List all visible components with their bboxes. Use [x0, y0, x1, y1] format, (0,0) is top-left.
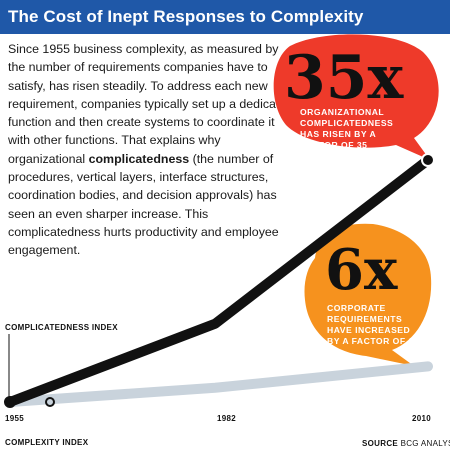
series-line-complexity: [5, 361, 433, 407]
series-label-complicatedness: COMPLICATEDNESS INDEX: [5, 323, 118, 332]
callout-line: REQUIREMENTS: [327, 314, 403, 324]
callout-big-6x: 6x: [325, 237, 398, 303]
marker-layer: [4, 153, 435, 408]
x-tick-label: 1955: [5, 414, 24, 423]
callout-bubbles: [273, 34, 439, 366]
complicatedness-start-marker: [4, 396, 16, 408]
callout-bubble-complexity: [304, 223, 432, 366]
series-label-complexity: COMPLEXITY INDEX: [5, 438, 89, 447]
callout-line: BY A FACTOR OF 6: [327, 336, 414, 346]
complexity-start-marker: [45, 397, 55, 407]
callout-bubble-complicatedness: [273, 34, 439, 160]
callout-line: ORGANIZATIONAL: [300, 107, 385, 117]
series-layer: [5, 156, 433, 407]
callout-line: HAS RISEN BY A: [300, 129, 377, 139]
series-line-complicatedness: [8, 156, 432, 407]
source-label: SOURCE: [362, 439, 399, 448]
intro-text-part2: (the number of procedures, vertical laye…: [8, 151, 279, 258]
callout-line: HAVE INCREASED: [327, 325, 411, 335]
callout-line: FACTOR OF 35: [300, 140, 368, 150]
intro-text: Since 1955 business complexity, as measu…: [8, 40, 298, 260]
callout-big-35x: 35x: [284, 43, 404, 113]
callout-text-complexity: CORPORATE REQUIREMENTS HAVE INCREASED BY…: [327, 303, 414, 347]
intro-text-emphasis: complicatedness: [88, 151, 190, 166]
x-tick-label: 1982: [217, 414, 236, 423]
x-tick-label: 2010: [412, 414, 431, 423]
title-bar: The Cost of Inept Responses to Complexit…: [0, 0, 450, 34]
source-value: BCG ANALYSIS: [400, 439, 450, 448]
source-note: SOURCE BCG ANALYSIS: [362, 439, 450, 448]
complicatedness-end-marker: [421, 153, 435, 167]
chart-title: The Cost of Inept Responses to Complexit…: [8, 7, 364, 26]
callout-line: CORPORATE: [327, 303, 386, 313]
intro-text-part1: Since 1955 business complexity, as measu…: [8, 42, 294, 166]
callout-text-complicatedness: ORGANIZATIONAL COMPLICATEDNESS HAS RISEN…: [300, 107, 393, 151]
callout-line: COMPLICATEDNESS: [300, 118, 394, 128]
